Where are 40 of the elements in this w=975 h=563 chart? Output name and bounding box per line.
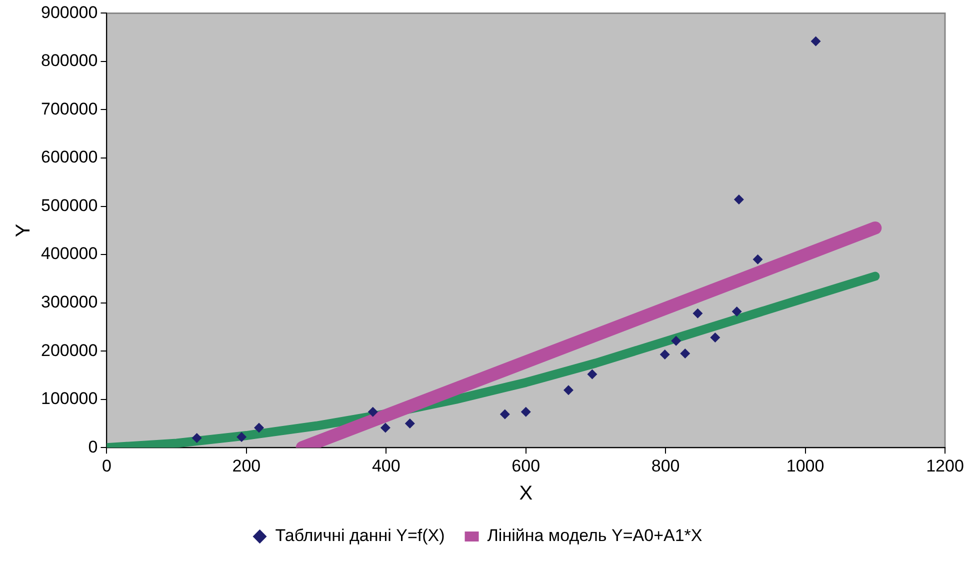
y-tick-label: 500000 xyxy=(40,196,98,215)
x-axis-title: X xyxy=(519,482,533,505)
point xyxy=(710,332,720,343)
point xyxy=(734,194,744,205)
point xyxy=(404,418,415,428)
point xyxy=(500,409,510,420)
point xyxy=(692,308,703,318)
point xyxy=(732,306,742,316)
legend-label: Табличні данні Y=f(X) xyxy=(275,526,445,546)
x-tick-label: 600 xyxy=(512,456,540,476)
point xyxy=(680,348,690,358)
point xyxy=(368,406,378,417)
y-tick-label: 200000 xyxy=(40,340,98,360)
y-tick-label: 100000 xyxy=(40,389,98,408)
y-tick-label: 0 xyxy=(88,437,98,456)
x-tick-label: 400 xyxy=(372,456,400,476)
x-tick-label: 800 xyxy=(651,456,680,476)
point xyxy=(254,422,264,433)
point xyxy=(752,254,763,264)
legend-label: Лінійна модель Y=A0+A1*X xyxy=(487,526,702,546)
point xyxy=(520,406,531,417)
y-tick-label: 800000 xyxy=(40,51,98,70)
y-axis-title: Y xyxy=(12,224,35,238)
y-tick-label: 300000 xyxy=(40,292,98,312)
x-tick-label: 0 xyxy=(102,456,112,476)
y-tick-label: 700000 xyxy=(40,99,98,118)
point xyxy=(587,369,598,380)
point xyxy=(671,336,682,346)
point xyxy=(236,432,247,442)
x-tick-label: 200 xyxy=(232,456,261,476)
point xyxy=(563,385,574,396)
point xyxy=(810,36,821,46)
x-tick-label: 1200 xyxy=(926,456,964,476)
point xyxy=(660,349,670,360)
point xyxy=(380,422,390,433)
y-tick-label: 400000 xyxy=(40,244,98,264)
x-tick-label: 1000 xyxy=(786,456,824,476)
y-tick-label: 900000 xyxy=(40,2,98,22)
y-tick-label: 600000 xyxy=(40,148,98,167)
point xyxy=(192,432,202,443)
